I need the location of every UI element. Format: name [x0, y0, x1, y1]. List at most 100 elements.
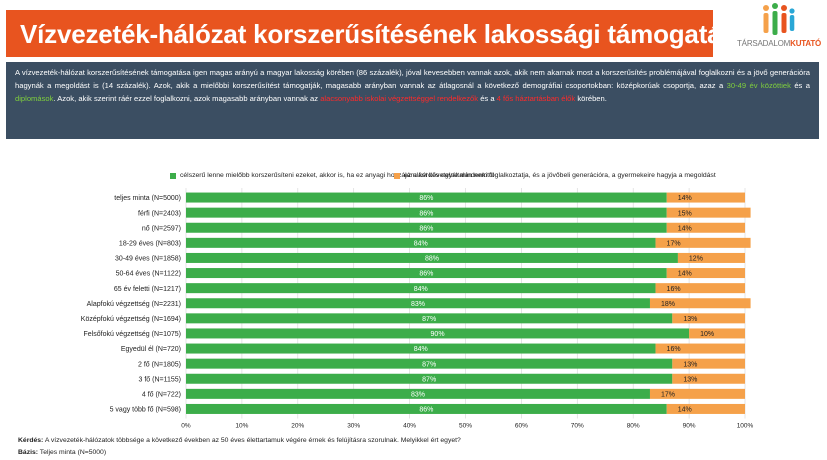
legend-item-support: célszerű lenne mielőbb korszerűsíteni ez…	[170, 172, 494, 179]
bar-segment-leave	[666, 268, 745, 279]
highlight-low-education: alacsonyabb iskolai végzettséggel rendel…	[320, 94, 479, 103]
data-label: 13%	[683, 316, 697, 323]
legend-swatch-orange	[394, 172, 400, 179]
category-label: 65 év feletti (N=1217)	[114, 286, 181, 293]
bar-segment-leave	[649, 388, 745, 399]
data-label: 17%	[667, 240, 681, 247]
category-label: 5 vagy több fő (N=598)	[110, 407, 181, 414]
x-tick-label: 80%	[627, 423, 640, 430]
chart-legend: célszerű lenne mielőbb korszerűsíteni ez…	[0, 172, 827, 184]
highlight-four-person-household: 4 fős háztartásban élők	[496, 94, 576, 103]
data-label: 14%	[678, 271, 692, 278]
category-label: férfi (N=2403)	[138, 210, 181, 217]
stacked-bar-chart: teljes minta (N=5000) 86% 14% férfi (N=2403…	[81, 188, 754, 430]
data-label: 90%	[431, 331, 445, 338]
data-label: 86%	[419, 195, 433, 202]
category-label: teljes minta (N=5000)	[114, 195, 181, 202]
data-label: 83%	[411, 301, 425, 308]
x-tick-label: 90%	[683, 423, 696, 430]
category-label: 3 fő (N=1155)	[139, 376, 181, 383]
legend-label-leave: ez a kérdés egyáltalán nem foglalkoztatj…	[404, 172, 716, 179]
category-label: 4 fő (N=722)	[142, 391, 181, 398]
bar-segment-support	[186, 268, 667, 279]
bar-segment-support	[186, 343, 656, 354]
bar-segment-leave	[689, 328, 745, 339]
category-label: 30-49 éves (N=1858)	[115, 256, 181, 263]
bar-segment-support	[186, 388, 650, 399]
bar-segment-support	[186, 207, 667, 218]
question-footnote: Kérdés: A vízvezeték-hálózatok többsége …	[18, 437, 461, 444]
bar-segment-support	[186, 328, 690, 339]
highlight-age-group: 30-49 év közöttiek	[726, 81, 791, 90]
data-label: 87%	[422, 361, 436, 368]
data-label: 16%	[667, 346, 681, 353]
data-label: 14%	[678, 407, 692, 414]
category-label: 2 fő (N=1805)	[138, 361, 181, 368]
data-label: 88%	[425, 256, 439, 263]
title-bar: Vízvezeték-hálózat korszerűsítésének lak…	[6, 10, 778, 57]
legend-label-support: célszerű lenne mielőbb korszerűsíteni ez…	[180, 172, 495, 179]
bar-segment-leave	[655, 237, 751, 248]
bar-segment-support	[186, 192, 667, 203]
bar-segment-leave	[649, 298, 751, 309]
data-label: 84%	[414, 240, 428, 247]
tarsadalomkutato-logo: TÁRSADALOMKUTATÓ	[737, 2, 821, 58]
category-label: Felsőfokú végzettség (N=1075)	[84, 331, 181, 338]
data-label: 84%	[414, 286, 428, 293]
category-label: Egyedül él (N=720)	[121, 346, 181, 353]
bar-segment-support	[186, 222, 667, 233]
data-label: 86%	[419, 210, 433, 217]
base-footnote: Bázis: Teljes minta (N=5000)	[18, 449, 107, 456]
bar-segment-support	[186, 403, 667, 414]
x-tick-label: 70%	[571, 423, 584, 430]
bar-segment-leave	[672, 373, 745, 384]
data-label: 16%	[667, 286, 681, 293]
x-tick-label: 50%	[459, 423, 472, 430]
category-label: Alapfokú végzettség (N=2231)	[87, 301, 181, 308]
data-label: 10%	[700, 331, 714, 338]
bar-segment-leave	[672, 358, 745, 369]
x-tick-label: 100%	[737, 423, 754, 430]
category-label: nő (N=2597)	[142, 225, 181, 232]
data-label: 84%	[414, 346, 428, 353]
logo-figures-icon	[763, 3, 795, 35]
data-label: 86%	[419, 225, 433, 232]
x-tick-label: 20%	[291, 423, 304, 430]
bar-segment-support	[186, 373, 673, 384]
data-label: 13%	[683, 376, 697, 383]
bar-segment-support	[186, 298, 650, 309]
bar-segment-support	[186, 252, 678, 263]
x-tick-label: 60%	[515, 423, 528, 430]
summary-box: A vízvezeték-hálózat korszerűsítésének t…	[6, 62, 819, 139]
x-tick-label: 0%	[181, 423, 191, 430]
x-tick-label: 10%	[235, 423, 248, 430]
bar-segment-leave	[666, 192, 745, 203]
bar-segment-leave	[666, 207, 751, 218]
bar-segment-support	[186, 237, 656, 248]
data-label: 83%	[411, 391, 425, 398]
bar-segment-leave	[666, 403, 745, 414]
data-label: 18%	[661, 301, 675, 308]
data-label: 12%	[689, 256, 703, 263]
highlight-graduates: diplomások	[15, 94, 54, 103]
data-label: 15%	[678, 210, 692, 217]
data-label: 17%	[661, 391, 675, 398]
x-tick-label: 40%	[403, 423, 416, 430]
data-label: 13%	[683, 361, 697, 368]
data-label: 87%	[422, 376, 436, 383]
data-label: 86%	[419, 407, 433, 414]
bar-segment-leave	[677, 252, 745, 263]
data-label: 14%	[678, 195, 692, 202]
bar-segment-leave	[672, 313, 745, 324]
bar-segment-support	[186, 283, 656, 294]
category-label: 18-29 éves (N=803)	[119, 240, 181, 247]
data-label: 14%	[678, 225, 692, 232]
page-title: Vízvezeték-hálózat korszerűsítésének lak…	[20, 19, 779, 49]
x-tick-label: 30%	[347, 423, 360, 430]
category-label: Középfokú végzettség (N=1694)	[81, 316, 181, 323]
category-label: 50-64 éves (N=1122)	[116, 271, 181, 278]
bar-segment-support	[186, 358, 673, 369]
data-label: 87%	[422, 316, 436, 323]
legend-swatch-green	[170, 172, 176, 179]
bar-segment-support	[186, 313, 673, 324]
